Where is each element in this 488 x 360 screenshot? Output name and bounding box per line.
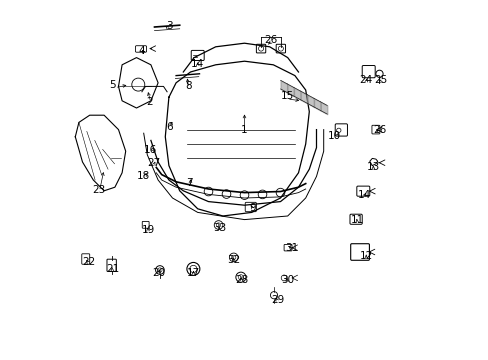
Text: 27: 27	[147, 158, 160, 168]
Text: 23: 23	[92, 185, 105, 195]
Text: 6: 6	[166, 122, 173, 132]
Text: 28: 28	[235, 275, 248, 285]
Text: 13: 13	[366, 162, 379, 172]
Text: 4: 4	[138, 46, 145, 56]
Text: 22: 22	[82, 257, 96, 267]
Text: 24: 24	[359, 75, 372, 85]
Text: 11: 11	[350, 215, 363, 225]
Text: 26: 26	[263, 35, 277, 45]
Text: 16: 16	[144, 145, 157, 156]
Text: 20: 20	[152, 268, 165, 278]
Text: 15: 15	[281, 91, 294, 102]
Text: 14: 14	[357, 190, 370, 200]
Text: 12: 12	[359, 251, 372, 261]
Text: 32: 32	[226, 255, 240, 265]
Text: 31: 31	[284, 243, 297, 253]
Text: 9: 9	[248, 203, 255, 213]
Text: 26: 26	[373, 125, 386, 135]
Text: 18: 18	[137, 171, 150, 181]
Text: 21: 21	[105, 264, 119, 274]
Text: 7: 7	[186, 178, 192, 188]
Text: 19: 19	[141, 225, 154, 235]
Text: 30: 30	[280, 275, 293, 285]
Text: 10: 10	[327, 131, 340, 141]
Text: 29: 29	[270, 294, 284, 305]
Text: 17: 17	[186, 268, 200, 278]
Text: 8: 8	[184, 81, 191, 91]
Text: 1: 1	[241, 125, 247, 135]
Text: 2: 2	[145, 96, 152, 107]
Text: 5: 5	[109, 80, 116, 90]
Text: 14: 14	[191, 59, 204, 69]
Text: 25: 25	[374, 75, 387, 85]
Text: 3: 3	[166, 21, 173, 31]
Text: 33: 33	[213, 222, 226, 233]
